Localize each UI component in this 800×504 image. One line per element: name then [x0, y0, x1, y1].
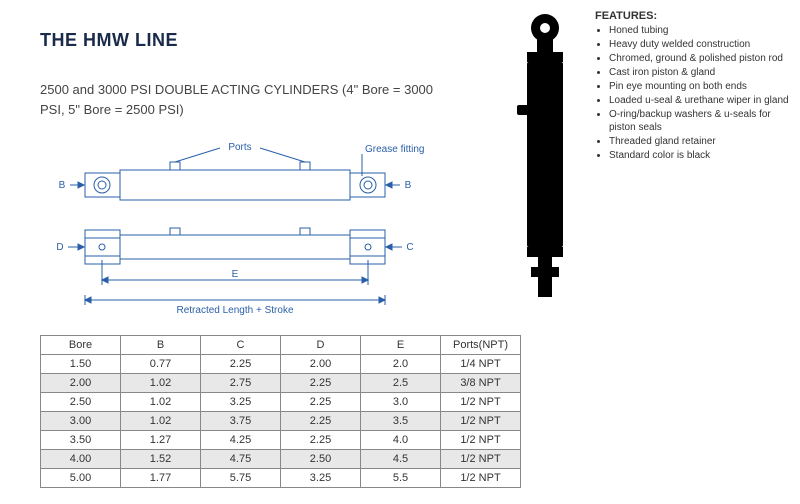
- col-header: B: [121, 336, 201, 355]
- table-row: 3.501.274.252.254.01/2 NPT: [41, 431, 521, 450]
- page-title: THE HMW LINE: [40, 30, 178, 51]
- feature-item: Loaded u-seal & urethane wiper in gland: [609, 94, 795, 107]
- table-row: 4.001.524.752.504.51/2 NPT: [41, 450, 521, 469]
- feature-item: O-ring/backup washers & u-seals for pist…: [609, 108, 795, 134]
- product-photo: [500, 10, 590, 310]
- dim-d: D: [56, 242, 63, 253]
- table-row: 2.501.023.252.253.01/2 NPT: [41, 393, 521, 412]
- col-header: E: [361, 336, 441, 355]
- table-header-row: Bore B C D E Ports(NPT): [41, 336, 521, 355]
- col-header: D: [281, 336, 361, 355]
- table-row: 2.001.022.752.252.53/8 NPT: [41, 374, 521, 393]
- col-header: Bore: [41, 336, 121, 355]
- feature-item: Threaded gland retainer: [609, 135, 795, 148]
- engineering-diagram: Ports Grease fitting B B D C E Retracted…: [40, 140, 460, 320]
- table-row: 5.001.775.753.255.51/2 NPT: [41, 469, 521, 488]
- feature-item: Pin eye mounting on both ends: [609, 80, 795, 93]
- dim-c: C: [406, 242, 413, 253]
- col-header: C: [201, 336, 281, 355]
- features-title: FEATURES:: [595, 10, 795, 22]
- col-header: Ports(NPT): [441, 336, 521, 355]
- dim-e: E: [232, 269, 239, 280]
- spec-table: Bore B C D E Ports(NPT) 1.500.772.252.00…: [40, 335, 521, 488]
- features-list: Honed tubing Heavy duty welded construct…: [595, 24, 795, 162]
- subtitle: 2500 and 3000 PSI DOUBLE ACTING CYLINDER…: [40, 80, 440, 119]
- ports-label: Ports: [228, 142, 251, 153]
- feature-item: Heavy duty welded construction: [609, 38, 795, 51]
- feature-item: Standard color is black: [609, 149, 795, 162]
- dim-b-right: B: [405, 180, 412, 191]
- dim-b-left: B: [59, 180, 66, 191]
- retracted-label: Retracted Length + Stroke: [176, 305, 293, 316]
- feature-item: Chromed, ground & polished piston rod: [609, 52, 795, 65]
- feature-item: Cast iron piston & gland: [609, 66, 795, 79]
- table-body: 1.500.772.252.002.01/4 NPT 2.001.022.752…: [41, 355, 521, 488]
- grease-label: Grease fitting: [365, 144, 424, 155]
- feature-item: Honed tubing: [609, 24, 795, 37]
- table-row: 3.001.023.752.253.51/2 NPT: [41, 412, 521, 431]
- table-row: 1.500.772.252.002.01/4 NPT: [41, 355, 521, 374]
- features-block: FEATURES: Honed tubing Heavy duty welded…: [595, 10, 795, 163]
